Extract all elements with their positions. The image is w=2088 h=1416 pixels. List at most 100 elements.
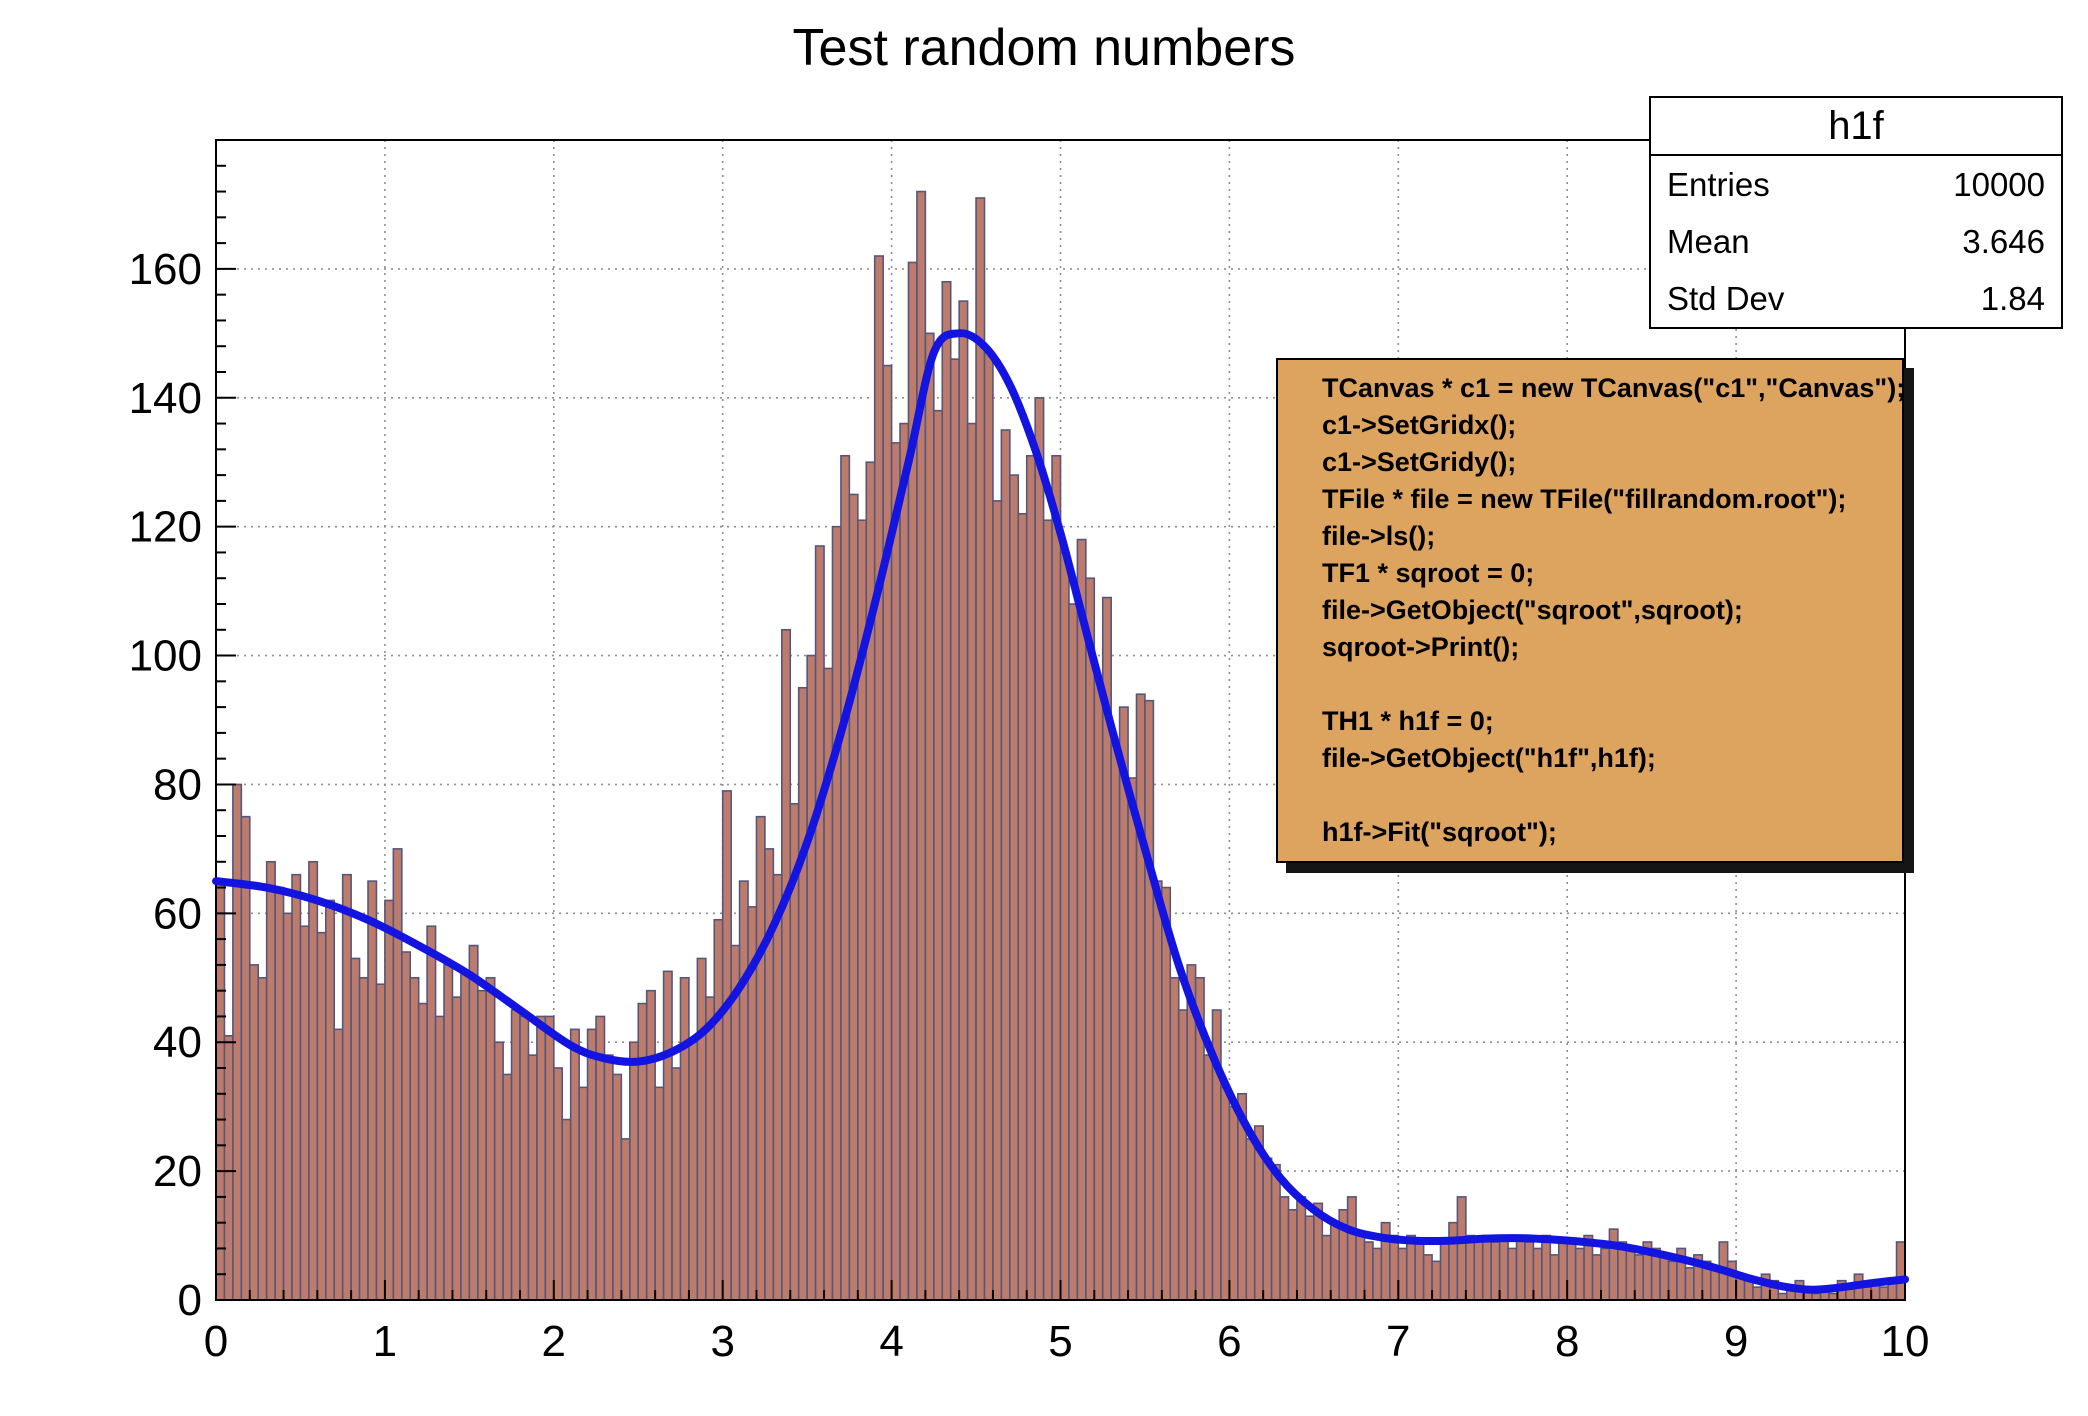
code-line-10: file->GetObject("h1f",h1f); — [1322, 743, 1656, 773]
y-tick-label: 100 — [129, 632, 202, 681]
histogram-bar — [1372, 1247, 1383, 1301]
histogram-bar — [696, 957, 707, 1301]
y-tick-label: 40 — [153, 1018, 202, 1067]
code-line-11 — [1322, 777, 1902, 814]
x-tick-label: 8 — [1555, 1317, 1579, 1366]
histogram-bar — [510, 1009, 521, 1301]
histogram-bar — [1287, 1208, 1298, 1301]
histogram-bar — [1473, 1241, 1484, 1301]
histogram-bar — [1861, 1286, 1873, 1301]
histogram-bar — [1152, 880, 1163, 1301]
stats-box-title: h1f — [1651, 98, 2061, 156]
histogram-bar — [375, 983, 386, 1301]
histogram-bar — [1549, 1254, 1560, 1301]
histogram-bar — [975, 197, 986, 1301]
stats-stddev-label: Std Dev — [1667, 279, 1785, 317]
histogram-bar — [1608, 1228, 1619, 1301]
histogram-bar — [485, 976, 496, 1301]
histogram-bar — [1355, 1234, 1366, 1301]
histogram-bar — [1481, 1234, 1492, 1301]
histogram-bar — [1389, 1234, 1400, 1301]
histogram-bar — [519, 1015, 530, 1301]
code-line-5: TF1 * sqroot = 0; — [1322, 558, 1535, 588]
histogram-bar — [899, 422, 910, 1301]
x-tick-label: 5 — [1048, 1317, 1072, 1366]
histogram-bar — [1093, 680, 1104, 1301]
histogram-bar — [1279, 1196, 1290, 1301]
histogram-bar — [240, 815, 251, 1301]
histogram-bar — [772, 873, 783, 1301]
histogram-bar — [873, 255, 884, 1301]
histogram-bar — [1110, 744, 1121, 1301]
histogram-bar — [806, 654, 817, 1301]
x-tick-label: 10 — [1881, 1317, 1930, 1366]
histogram-bar — [400, 951, 412, 1301]
stats-row-entries: Entries 10000 — [1651, 156, 2061, 213]
histogram-bar — [1557, 1241, 1569, 1301]
histogram-bar — [1431, 1260, 1442, 1301]
histogram-bar — [1490, 1241, 1501, 1301]
histogram-bar — [679, 976, 690, 1301]
histogram-bar — [781, 628, 792, 1301]
histogram-bar — [1524, 1241, 1535, 1301]
histogram-bar — [1515, 1234, 1526, 1301]
histogram-bar — [1262, 1157, 1273, 1301]
histogram-bar — [1566, 1241, 1577, 1301]
y-tick-label: 20 — [153, 1147, 202, 1196]
y-tick-label: 120 — [129, 503, 202, 552]
stats-entries-label: Entries — [1667, 165, 1770, 203]
histogram-bar — [417, 1002, 428, 1301]
histogram-bar — [1465, 1234, 1476, 1301]
histogram-bar — [637, 1002, 648, 1301]
histogram-bar — [308, 860, 319, 1301]
histogram-bar — [1025, 454, 1036, 1301]
y-tick-label: 0 — [178, 1276, 202, 1325]
stats-box[interactable]: h1f Entries 10000 Mean 3.646 Std Dev 1.8… — [1649, 96, 2063, 329]
histogram-bar — [1085, 577, 1096, 1301]
histogram-bar — [443, 964, 454, 1301]
histogram-bar — [1034, 396, 1045, 1301]
histogram-bar — [1051, 454, 1062, 1301]
histogram-bar — [603, 1054, 614, 1301]
histogram-bar — [1414, 1241, 1425, 1301]
x-tick-label: 4 — [879, 1317, 903, 1366]
histogram-bar — [992, 500, 1003, 1301]
histogram-bar — [367, 880, 378, 1301]
histogram-bar — [882, 364, 893, 1301]
histogram-bar — [1059, 551, 1070, 1301]
histogram-bar — [941, 280, 952, 1301]
histogram-bar — [1541, 1234, 1552, 1301]
histogram-bar — [612, 1073, 623, 1301]
stats-mean-value: 3.646 — [1962, 222, 2045, 260]
histogram-bar — [274, 886, 285, 1301]
histogram-bar — [527, 1054, 538, 1301]
histogram-bar — [916, 190, 927, 1301]
x-tick-label: 9 — [1724, 1317, 1748, 1366]
histogram-bar — [924, 332, 935, 1301]
histogram-bar — [966, 422, 977, 1301]
histogram-bar — [1169, 976, 1180, 1301]
histogram-bar — [1009, 474, 1020, 1301]
histogram-bar — [1245, 1138, 1256, 1301]
histogram-bar — [586, 1028, 597, 1301]
histogram-bar — [1439, 1241, 1450, 1301]
histogram-bar — [248, 964, 260, 1301]
y-tick-label: 80 — [153, 760, 202, 809]
histogram-bar — [840, 454, 851, 1301]
x-axis: 0 1 2 3 4 5 6 7 8 9 10 — [204, 1280, 1930, 1366]
histogram-bar — [282, 912, 293, 1301]
histogram-bar — [949, 358, 960, 1301]
histogram-bar — [1633, 1254, 1645, 1301]
histogram-bar — [1684, 1266, 1695, 1301]
histogram-bar — [341, 873, 352, 1301]
histogram-bar — [1878, 1286, 1889, 1301]
x-tick-label: 2 — [542, 1317, 566, 1366]
histogram-bar — [865, 461, 876, 1301]
histogram-bar — [1600, 1247, 1611, 1301]
y-tick-label: 160 — [129, 245, 202, 294]
y-tick-label: 140 — [129, 374, 202, 423]
code-line-6: file->GetObject("sqroot",sqroot); — [1322, 595, 1743, 625]
code-pave-text[interactable]: TCanvas * c1 = new TCanvas("c1","Canvas"… — [1276, 358, 1905, 863]
histogram-bar — [654, 1086, 665, 1301]
